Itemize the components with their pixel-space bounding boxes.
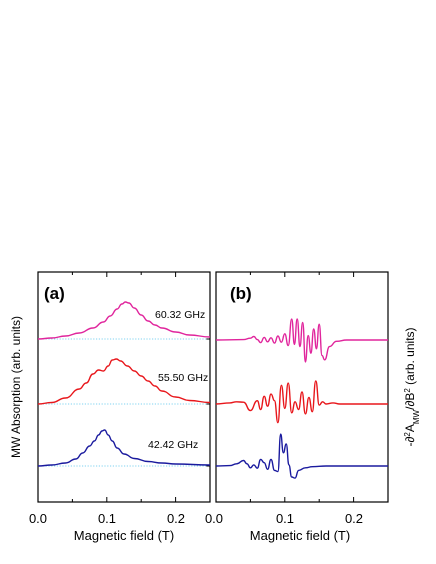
panel-b-tick-label-1: 0.2 [345,511,363,526]
panel-b-frame [215,271,389,503]
panel-b-plot-area [215,318,388,479]
panel-b-series-55-50-ghz [215,380,388,424]
panel-a-series-42-42-ghz [37,429,211,467]
panel-b-x-axis-label: Magnetic field (T) [250,528,350,543]
panel-b-tick-label-0: 0.1 [276,511,294,526]
panel-a-tick-label-0: 0.0 [29,511,47,526]
panel-a-series-60-32-ghz [37,301,211,340]
panel-b-y-axis-label: -∂2AMW/∂B2 (arb. units) [403,327,421,446]
annotation-42-42-ghz: 42.42 GHz [148,439,198,451]
panel-b-label: (b) [230,284,252,303]
panel-b-x-ticks [215,272,389,502]
panel-b-series-42-42-ghz [215,433,388,479]
panel-a-label: (a) [44,284,65,303]
panel-b-series-60-32-ghz [215,318,388,363]
panel-a-y-axis-label: MW Absorption (arb. units) [9,316,23,458]
panel-a-tick-label-1: 0.1 [98,511,116,526]
panel-a-x-ticks [37,272,211,502]
panel-a-tick-label-2: 0.2 [167,511,185,526]
panel-a-series-55-50-ghz [37,358,211,405]
annotation-55-50-ghz: 55.50 GHz [158,372,208,384]
panel-a-x-axis-label: Magnetic field (T) [74,528,174,543]
panel-a-plot-area [37,301,211,467]
annotation-60-32-ghz: 60.32 GHz [155,309,205,321]
panel-a-frame [37,271,211,503]
panel-a-tick-label-3: 0.0 [205,511,223,526]
